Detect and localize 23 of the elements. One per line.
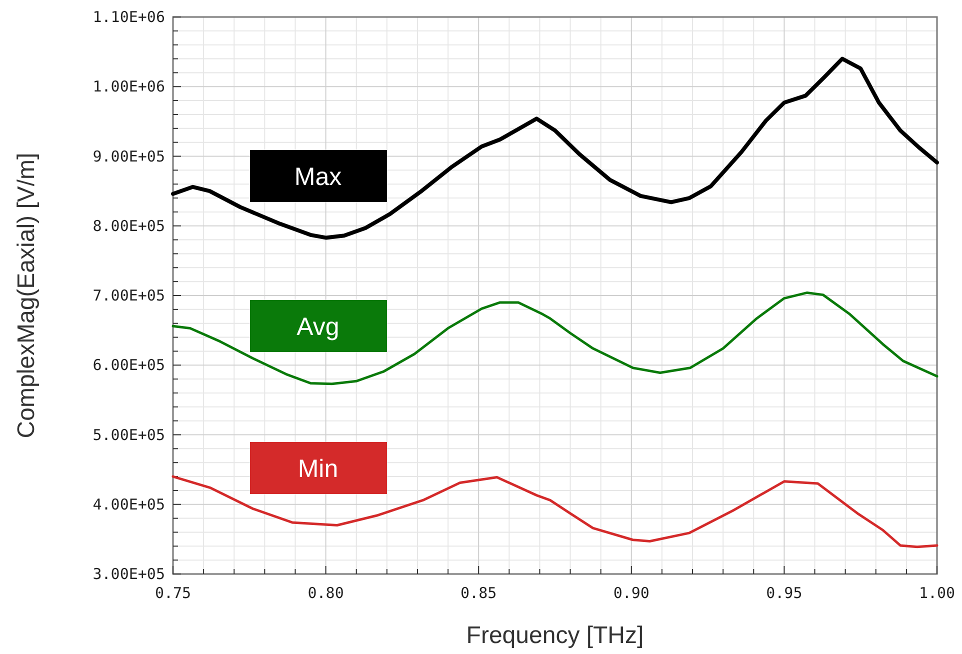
x-tick-label: 1.00 xyxy=(918,584,956,602)
y-tick-label: 3.00E+05 xyxy=(92,565,165,583)
line-series xyxy=(172,475,938,548)
y-tick-label: 7.00E+05 xyxy=(92,286,165,304)
y-tick-label: 8.00E+05 xyxy=(92,216,165,235)
y-tick-label: 6.00E+05 xyxy=(92,356,165,374)
x-tick-label: 0.80 xyxy=(308,584,344,602)
y-tick-label: 1.10E+06 xyxy=(92,8,165,26)
x-tick-label: 0.95 xyxy=(766,584,802,602)
y-tick-label: 1.00E+06 xyxy=(92,78,165,96)
series-label: Max xyxy=(294,163,342,191)
x-tick-label: 0.75 xyxy=(154,584,192,602)
y-axis-title: ComplexMag(Eaxial) [V/m] xyxy=(13,152,40,438)
line-series xyxy=(171,56,939,240)
line-series xyxy=(172,291,938,386)
y-tick-label: 9.00E+05 xyxy=(92,147,165,166)
y-tick-label: 4.00E+05 xyxy=(92,495,165,514)
x-tick-label: 0.90 xyxy=(613,584,650,602)
x-tick-label: 0.85 xyxy=(460,584,497,602)
x-axis-title: Frequency [THz] xyxy=(466,622,644,649)
series-label: Min xyxy=(298,455,338,483)
y-tick-label: 5.00E+05 xyxy=(92,426,165,444)
series-label: Avg xyxy=(296,313,340,341)
